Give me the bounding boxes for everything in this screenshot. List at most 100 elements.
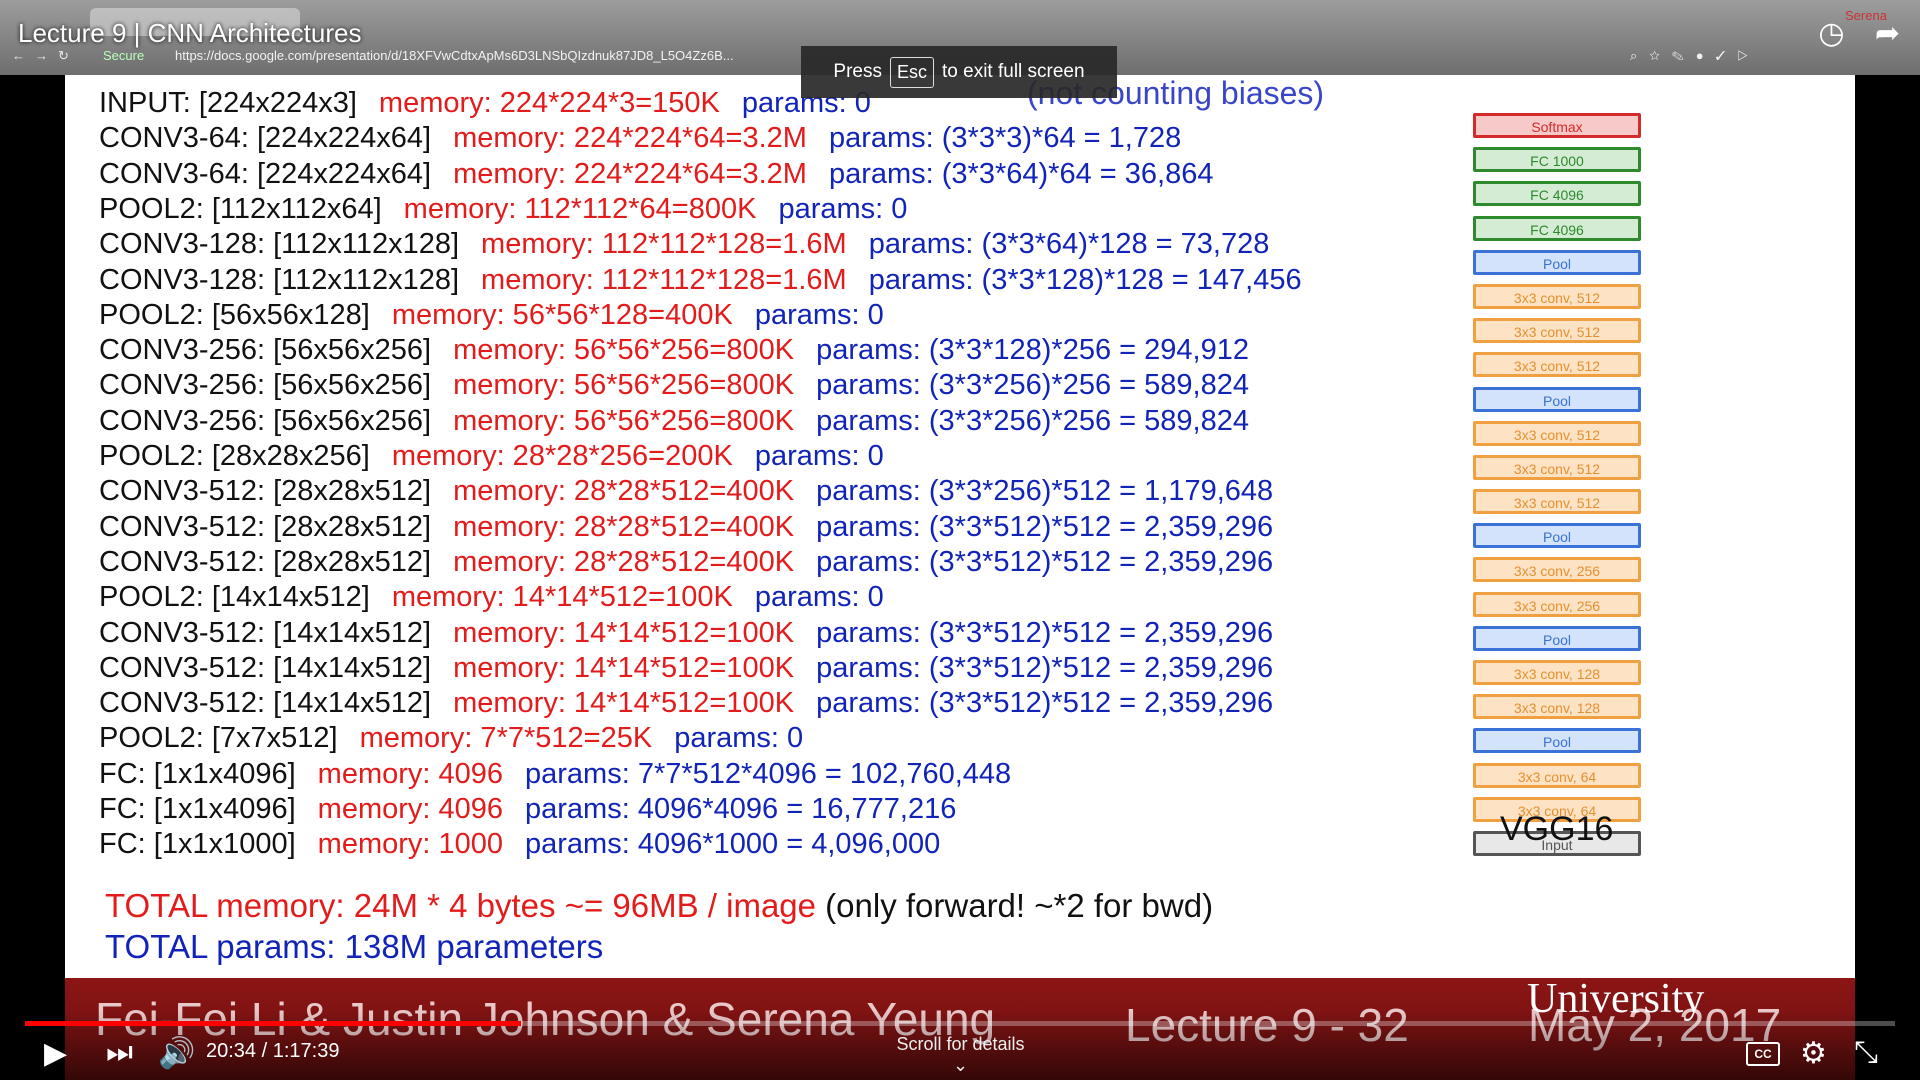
layer-shape: CONV3-512: [14x14x512] (99, 616, 432, 649)
layer-row: CONV3-512: [28x28x512] memory: 28*28*512=… (99, 511, 1273, 544)
layer-memory: memory: 4096 (317, 793, 504, 825)
layer-memory: memory: 14*14*512=100K (453, 687, 795, 720)
chevron-down-icon: ⌄ (952, 1055, 969, 1075)
vgg-block-pool: Pool (1473, 728, 1641, 754)
layer-params: params: 4096*1000 = 4,096,000 (525, 828, 941, 861)
total-params: TOTAL params: 138M parameters (105, 928, 604, 965)
layer-shape: INPUT: [224x224x3] (99, 87, 357, 119)
layer-shape: CONV3-64: [224x224x64] (99, 122, 432, 155)
layer-row: CONV3-64: [224x224x64] memory: 224*224*64… (99, 158, 1213, 191)
layer-params: params: (3*3*512)*512 = 2,359,296 (816, 687, 1274, 720)
layer-row: CONV3-64: [224x224x64] memory: 224*224*64… (99, 122, 1181, 155)
layer-shape: POOL2: [28x28x256] (99, 440, 370, 472)
url-text[interactable]: https://docs.google.com/presentation/d/1… (175, 48, 734, 63)
layer-shape: CONV3-512: [14x14x512] (99, 687, 432, 720)
time-display: 20:34 / 1:17:39 (206, 1040, 340, 1062)
layer-row: CONV3-256: [56x56x256] memory: 56*56*256=… (99, 334, 1249, 367)
layer-shape: CONV3-512: [28x28x512] (99, 510, 432, 543)
layer-row: CONV3-128: [112x112x128] memory: 112*112*… (99, 228, 1269, 261)
layer-shape: POOL2: [7x7x512] (99, 722, 338, 755)
layer-row: CONV3-512: [28x28x512] memory: 28*28*512=… (99, 475, 1273, 508)
layer-memory: memory: 112*112*128=1.6M (481, 228, 847, 261)
extension-icons[interactable]: ⌕☆✎●✓▷ (1630, 48, 1760, 63)
layer-shape: CONV3-128: [112x112x128] (99, 263, 460, 296)
layer-memory: memory: 28*28*512=400K (453, 510, 795, 543)
vgg-block-pool: Pool (1473, 625, 1641, 651)
layer-params: params: 0 (754, 581, 884, 614)
vgg-block-conv: 3x3 conv, 512 (1473, 283, 1641, 309)
layer-memory: memory: 224*224*64=3.2M (453, 157, 807, 190)
layer-memory: memory: 28*28*512=400K (453, 475, 795, 508)
layer-params: params: (3*3*512)*512 = 2,359,296 (816, 616, 1274, 649)
browser-tab[interactable] (90, 8, 300, 36)
layer-row: CONV3-256: [56x56x256] memory: 56*56*256=… (99, 369, 1249, 402)
esc-key: Esc (889, 56, 934, 88)
vgg-block-pool: Pool (1473, 386, 1641, 412)
layer-shape: FC: [1x1x4096] (99, 793, 296, 825)
progress-bar[interactable] (25, 1021, 1895, 1026)
settings-gear-icon[interactable]: ⚙ (1800, 1037, 1827, 1070)
layer-memory: memory: 56*56*128=400K (391, 298, 733, 331)
layer-row: CONV3-128: [112x112x128] memory: 112*112*… (99, 264, 1302, 297)
browser-chrome: Serena ←→↻ Secure https://docs.google.co… (0, 0, 1920, 75)
vgg-block-input: Input (1473, 830, 1641, 856)
layer-row: CONV3-512: [14x14x512] memory: 14*14*512=… (99, 652, 1273, 685)
layer-shape: CONV3-64: [224x224x64] (99, 157, 432, 190)
vgg-block-conv: 3x3 conv, 512 (1473, 454, 1641, 480)
vgg-block-conv: 3x3 conv, 128 (1473, 694, 1641, 720)
video-title[interactable]: Lecture 9 | CNN Architectures (18, 18, 362, 48)
layer-shape: CONV3-512: [28x28x512] (99, 475, 432, 508)
vgg-block-conv: 3x3 conv, 64 (1473, 762, 1641, 788)
layer-shape: FC: [1x1x1000] (99, 828, 296, 861)
vgg16-diagram: Softmax FC 1000 FC 4096 FC 4096 Pool 3x3 conv… (1473, 113, 1641, 865)
browser-profile-tab[interactable]: Serena (1845, 8, 1887, 23)
vgg-block-conv: 3x3 conv, 256 (1473, 591, 1641, 617)
layer-shape: CONV3-256: [56x56x256] (99, 334, 432, 367)
layer-params: params: 7*7*512*4096 = 102,760,448 (525, 757, 1012, 790)
layer-params: params: (3*3*128)*128 = 147,456 (868, 263, 1302, 296)
layer-memory: memory: 4096 (317, 757, 504, 790)
layer-params: params: (3*3*512)*512 = 2,359,296 (816, 651, 1274, 684)
layer-row: CONV3-512: [28x28x512] memory: 28*28*512=… (99, 546, 1273, 579)
layer-shape: CONV3-256: [56x56x256] (99, 404, 432, 437)
nav-arrows-icon[interactable]: ←→↻ (12, 48, 79, 63)
exit-fullscreen-icon[interactable]: ⤡ (1854, 1036, 1878, 1069)
address-bar[interactable]: ←→↻ Secure https://docs.google.com/prese… (0, 42, 1920, 70)
captions-button[interactable]: CC (1746, 1042, 1780, 1066)
layer-row: CONV3-512: [14x14x512] memory: 14*14*512=… (99, 617, 1273, 650)
layer-row: FC: [1x1x4096] memory: 4096 params: 7*7*51… (99, 758, 1011, 791)
layer-memory: memory: 14*14*512=100K (453, 616, 795, 649)
volume-icon[interactable]: 🔊 (158, 1037, 196, 1070)
layer-row: INPUT: [224x224x3] memory: 224*224*3=150K… (99, 87, 871, 120)
layer-params: params: 0 (674, 722, 804, 755)
layer-row: POOL2: [14x14x512] memory: 14*14*512=100K… (99, 581, 884, 614)
vgg-block-fc: FC 4096 (1473, 215, 1641, 241)
play-icon[interactable]: ▶ (44, 1037, 68, 1070)
next-icon[interactable]: ⏭ (106, 1036, 133, 1069)
scroll-hint[interactable]: Scroll for details ⌄ (893, 1034, 1028, 1076)
watch-later-icon[interactable]: ◷ (1818, 17, 1845, 50)
layer-shape: POOL2: [14x14x512] (99, 581, 370, 614)
progress-fill (25, 1021, 521, 1026)
layer-shape: CONV3-128: [112x112x128] (99, 228, 460, 261)
layer-shape: FC: [1x1x4096] (99, 757, 296, 790)
layer-shape: CONV3-512: [14x14x512] (99, 651, 432, 684)
layer-row: CONV3-256: [56x56x256] memory: 56*56*256=… (99, 405, 1249, 438)
layer-params: params: (3*3*128)*256 = 294,912 (816, 334, 1249, 367)
share-icon[interactable]: ➦ (1874, 17, 1900, 50)
top-right-controls: ◷ ➦ (1796, 16, 1900, 51)
layer-row: POOL2: [7x7x512] memory: 7*7*512=25K param… (99, 722, 803, 755)
layer-params: params: 0 (778, 192, 908, 225)
layer-memory: memory: 28*28*256=200K (391, 440, 733, 472)
layer-params: params: (3*3*64)*64 = 36,864 (828, 157, 1214, 190)
layer-row: FC: [1x1x4096] memory: 4096 params: 4096*4… (99, 793, 956, 826)
layer-params: params: 4096*4096 = 16,777,216 (525, 793, 957, 825)
fullscreen-notice: Press Esc to exit full screen (801, 46, 1117, 98)
layer-params: params: (3*3*512)*512 = 2,359,296 (816, 545, 1274, 578)
vgg-block-pool: Pool (1473, 249, 1641, 275)
layer-params: params: 0 (754, 440, 884, 472)
vgg-block-conv: 3x3 conv, 512 (1473, 352, 1641, 378)
layer-params: params: (3*3*512)*512 = 2,359,296 (816, 510, 1274, 543)
vgg-block-conv: 3x3 conv, 512 (1473, 489, 1641, 515)
vgg-block-pool: Pool (1473, 523, 1641, 549)
